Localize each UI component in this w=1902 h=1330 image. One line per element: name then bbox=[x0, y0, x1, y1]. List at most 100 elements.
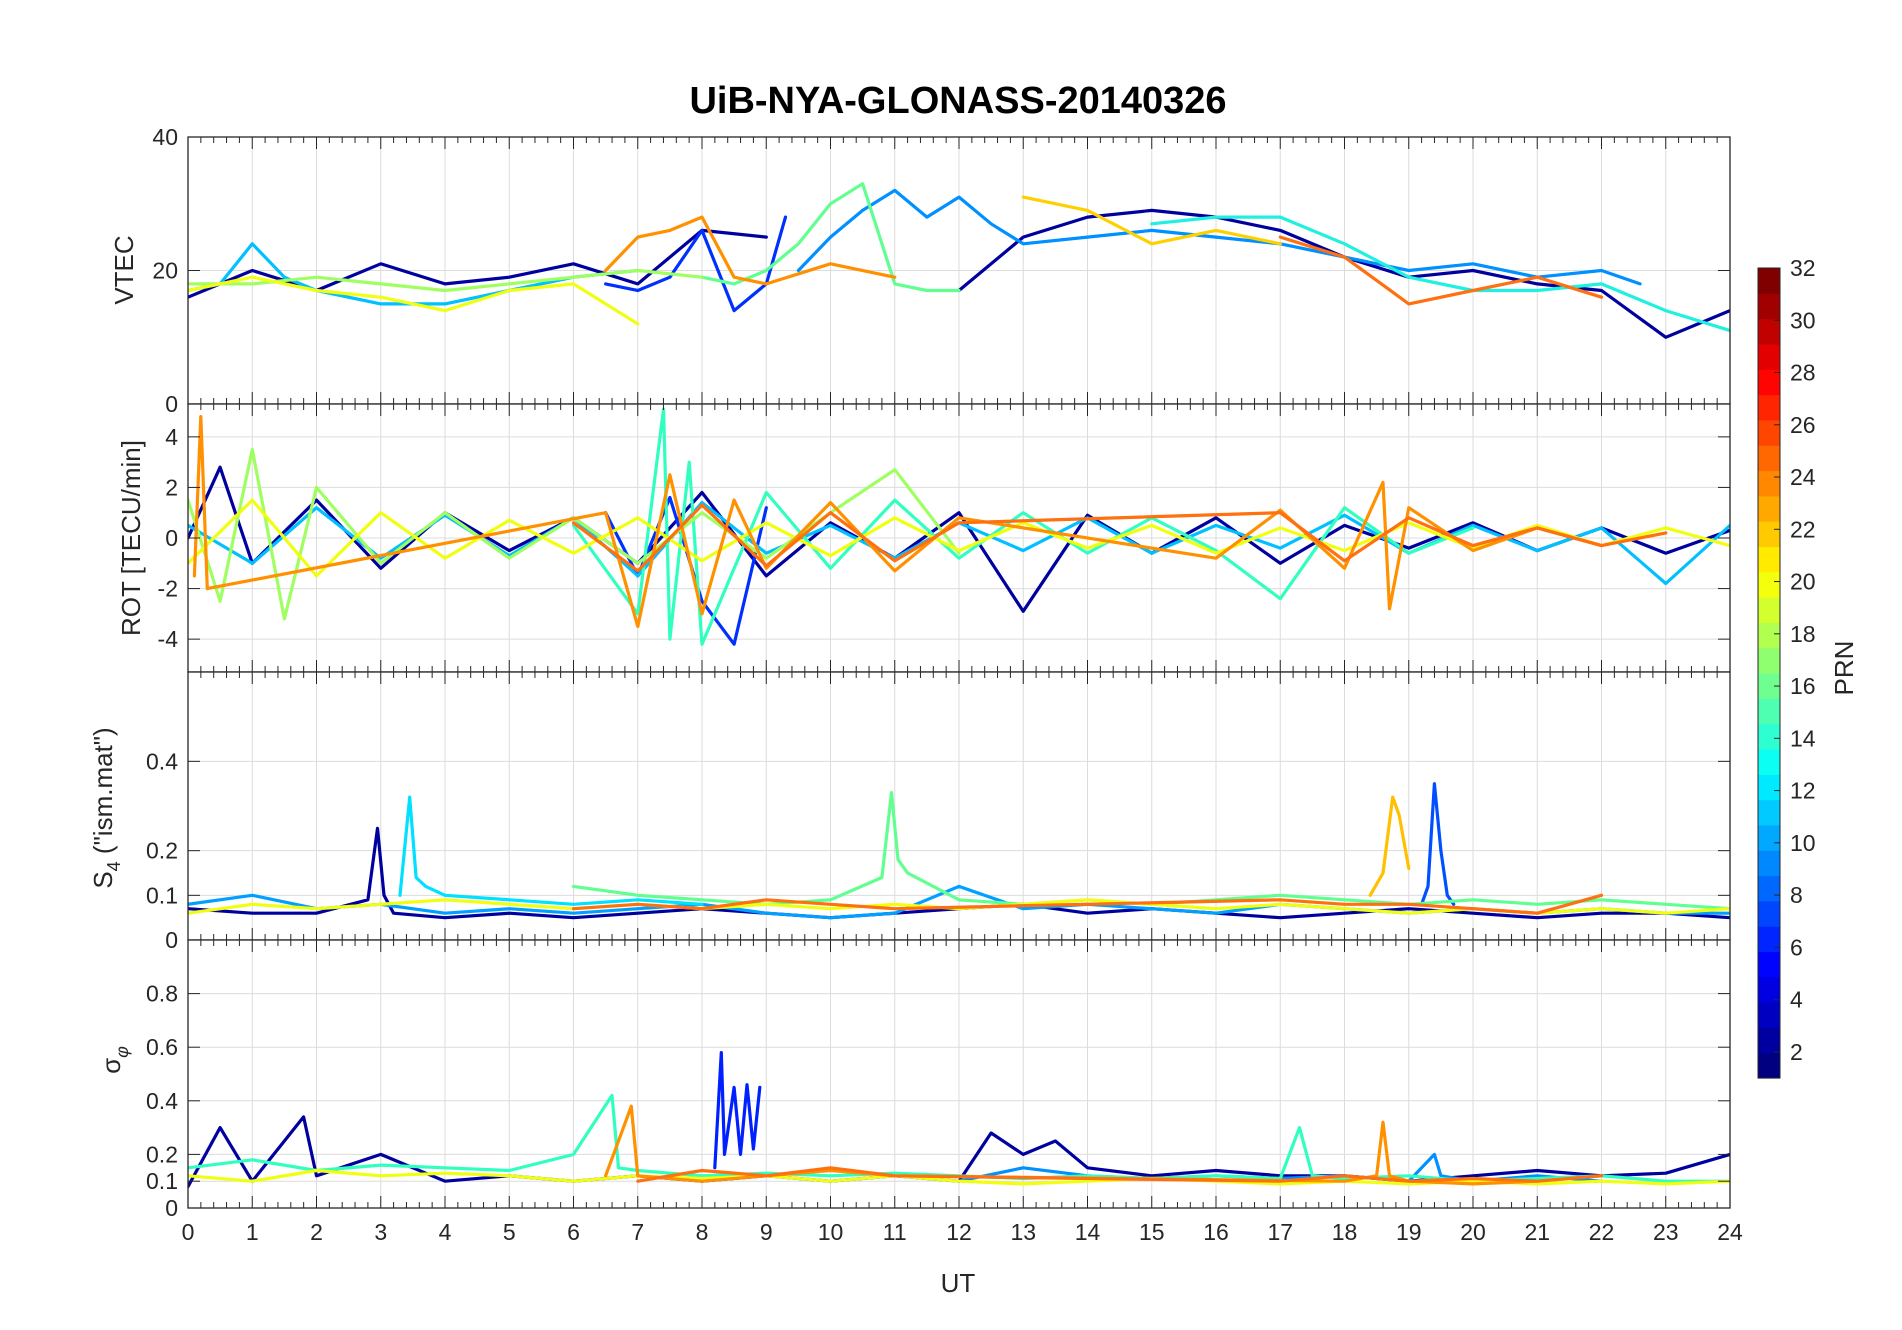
colorbar-tick-label: 8 bbox=[1790, 882, 1803, 908]
x-tick-label: 4 bbox=[439, 1219, 452, 1245]
colorbar-segment bbox=[1758, 521, 1780, 548]
x-tick-label: 9 bbox=[760, 1219, 773, 1245]
colorbar-tick-label: 20 bbox=[1790, 569, 1816, 595]
y-tick-label: 0.4 bbox=[146, 1088, 178, 1114]
colorbar-tick-label: 12 bbox=[1790, 778, 1816, 804]
series-line-prn-11 bbox=[188, 242, 640, 306]
x-tick-label: 6 bbox=[567, 1219, 580, 1245]
colorbar-tick-label: 32 bbox=[1790, 255, 1816, 281]
x-tick-label: 16 bbox=[1203, 1219, 1229, 1245]
series-line-prn-23 bbox=[604, 215, 897, 286]
colorbar-segment bbox=[1758, 546, 1780, 573]
colorbar-tick-label: 4 bbox=[1790, 987, 1803, 1013]
x-tick-label: 21 bbox=[1524, 1219, 1550, 1245]
y-tick-label: 0 bbox=[165, 927, 178, 953]
y-tick-label: 0.8 bbox=[146, 981, 178, 1007]
y-tick-label: 0.4 bbox=[146, 748, 178, 774]
x-tick-label: 24 bbox=[1717, 1219, 1743, 1245]
x-tick-label: 17 bbox=[1267, 1219, 1293, 1245]
y-tick-label: 2 bbox=[165, 474, 178, 500]
series-line-prn-24 bbox=[571, 893, 1604, 915]
x-tick-label: 2 bbox=[310, 1219, 323, 1245]
colorbar-segment bbox=[1758, 875, 1780, 902]
y-tick-label: 0.6 bbox=[146, 1034, 178, 1060]
colorbar-tick-label: 16 bbox=[1790, 673, 1816, 699]
y-tick-label: -4 bbox=[158, 626, 179, 652]
colorbar-segment bbox=[1758, 799, 1780, 826]
x-tick-label: 22 bbox=[1589, 1219, 1615, 1245]
panel-vtec: 0 20 40 bbox=[152, 124, 1731, 417]
y-tick-label: 0.2 bbox=[146, 1141, 178, 1167]
colorbar-segment bbox=[1758, 571, 1780, 598]
series-line-prn-20 bbox=[188, 1168, 1730, 1186]
colorbar-segment bbox=[1758, 926, 1780, 953]
series-line-prn-9 bbox=[796, 188, 1642, 286]
series-line-prn-7 bbox=[1420, 782, 1456, 906]
y-tick-label: 0 bbox=[165, 391, 178, 417]
colorbar-segment bbox=[1758, 445, 1780, 472]
x-tick-label: 8 bbox=[696, 1219, 709, 1245]
x-tick-label: 13 bbox=[1010, 1219, 1036, 1245]
colorbar-tick-label: 22 bbox=[1790, 516, 1816, 542]
x-tick-label: 18 bbox=[1332, 1219, 1358, 1245]
colorbar-segment bbox=[1758, 419, 1780, 446]
colorbar-tick-label: 14 bbox=[1790, 725, 1816, 751]
x-tick-label: 15 bbox=[1139, 1219, 1165, 1245]
series-line-prn-24 bbox=[1278, 235, 1604, 306]
panel-s4: 0 0.1 0.2 0.4 bbox=[146, 671, 1731, 953]
x-tick-label: 20 bbox=[1460, 1219, 1486, 1245]
series-line-prn-18 bbox=[188, 447, 961, 621]
series-line-prn-21 bbox=[1021, 195, 1282, 246]
series-group bbox=[188, 407, 1730, 646]
colorbar-segment bbox=[1758, 495, 1780, 522]
colorbar-segment bbox=[1758, 1027, 1780, 1054]
x-tick-label: 19 bbox=[1396, 1219, 1422, 1245]
series-line-prn-23 bbox=[192, 415, 1604, 629]
series-line-prn-14 bbox=[571, 407, 1475, 646]
colorbar-segment bbox=[1758, 774, 1780, 801]
panel-sigma-phi: 00.10.20.40.60.80 1 2 3 4 5 6 7 8 9 10 11 12 13 14 15 16… bbox=[146, 939, 1743, 1245]
colorbar-segment bbox=[1758, 748, 1780, 775]
x-tick-label: 3 bbox=[374, 1219, 387, 1245]
x-tick-label: 12 bbox=[946, 1219, 972, 1245]
x-tick-label: 11 bbox=[883, 1219, 907, 1245]
x-tick-label: 10 bbox=[818, 1219, 844, 1245]
vtec-ylabel: VTEC bbox=[109, 235, 139, 304]
x-tick-label: 14 bbox=[1075, 1219, 1101, 1245]
y-tick-label: 0.2 bbox=[146, 838, 178, 864]
x-tick-label: 23 bbox=[1653, 1219, 1679, 1245]
series-line-prn-20 bbox=[188, 275, 640, 326]
series-line-prn-24 bbox=[636, 1166, 1604, 1183]
y-tick-label: 4 bbox=[165, 424, 178, 450]
colorbar-tick-label: 30 bbox=[1790, 307, 1816, 333]
y-tick-label: 0 bbox=[165, 525, 178, 551]
colorbar-label: PRN bbox=[1829, 641, 1859, 696]
colorbar-tick-label: 10 bbox=[1790, 830, 1816, 856]
colorbar-segment bbox=[1758, 723, 1780, 750]
colorbar-segment bbox=[1758, 318, 1780, 345]
colorbar-tick-label: 24 bbox=[1790, 464, 1816, 490]
x-tick-label: 0 bbox=[182, 1219, 195, 1245]
colorbar-segment bbox=[1758, 824, 1780, 851]
colorbar-segment bbox=[1758, 293, 1780, 320]
colorbar-segment bbox=[1758, 850, 1780, 877]
series-group bbox=[188, 1051, 1730, 1189]
series-line-prn-13 bbox=[1150, 215, 1730, 333]
colorbar-frame bbox=[1757, 267, 1781, 1079]
colorbar-segment bbox=[1758, 470, 1780, 497]
colorbar-segment bbox=[1758, 976, 1780, 1003]
chart-title: UiB-NYA-GLONASS-20140326 bbox=[689, 80, 1226, 122]
colorbar-tick-label: 18 bbox=[1790, 621, 1816, 647]
series-group bbox=[188, 182, 1730, 339]
colorbar-segment bbox=[1758, 394, 1780, 421]
colorbar-segment bbox=[1758, 597, 1780, 623]
colorbar-tick-label: 6 bbox=[1790, 934, 1803, 960]
colorbar-segment bbox=[1758, 1052, 1780, 1079]
x-tick-label: 5 bbox=[503, 1219, 516, 1245]
colorbar-tick-label: 26 bbox=[1790, 412, 1816, 438]
series-group bbox=[188, 782, 1730, 920]
x-tick-label: 1 bbox=[246, 1219, 259, 1245]
colorbar-segment bbox=[1758, 673, 1780, 699]
series-line-prn-20 bbox=[188, 498, 1730, 578]
